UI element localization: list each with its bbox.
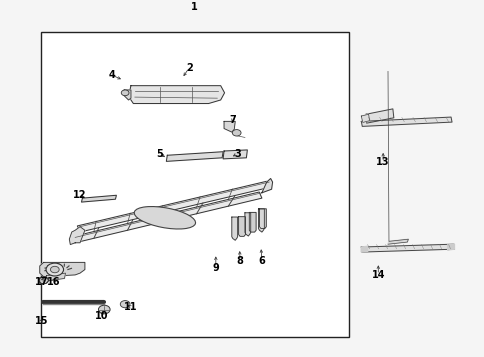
Circle shape: [39, 277, 48, 284]
Polygon shape: [223, 150, 247, 159]
Polygon shape: [387, 239, 408, 244]
Polygon shape: [261, 178, 272, 193]
Polygon shape: [124, 90, 131, 100]
Polygon shape: [447, 244, 454, 250]
Text: 10: 10: [95, 311, 108, 321]
Polygon shape: [361, 244, 454, 252]
Polygon shape: [365, 109, 393, 123]
Text: 13: 13: [376, 157, 389, 167]
Text: 7: 7: [229, 115, 236, 125]
Text: 12: 12: [73, 190, 87, 200]
Polygon shape: [224, 121, 235, 132]
Polygon shape: [361, 117, 451, 126]
Polygon shape: [361, 114, 369, 122]
Polygon shape: [231, 217, 237, 240]
Text: 14: 14: [371, 270, 384, 280]
Polygon shape: [361, 246, 367, 252]
Circle shape: [232, 130, 241, 136]
Circle shape: [46, 263, 63, 276]
Polygon shape: [244, 213, 250, 236]
Circle shape: [121, 90, 129, 96]
Polygon shape: [128, 86, 224, 104]
Text: 15: 15: [34, 316, 48, 326]
Text: 6: 6: [258, 256, 265, 266]
Polygon shape: [249, 212, 256, 232]
Text: 4: 4: [108, 70, 115, 80]
Circle shape: [50, 266, 59, 273]
Ellipse shape: [134, 207, 195, 229]
Text: 8: 8: [236, 256, 243, 266]
Bar: [41, 32, 348, 337]
Text: 17: 17: [34, 277, 48, 287]
Text: 2: 2: [185, 63, 192, 73]
Text: 9: 9: [212, 263, 219, 273]
Text: 16: 16: [46, 277, 60, 287]
Polygon shape: [238, 217, 245, 236]
Polygon shape: [69, 227, 85, 245]
Polygon shape: [46, 273, 65, 281]
Circle shape: [120, 301, 130, 308]
Polygon shape: [166, 152, 223, 161]
Polygon shape: [77, 181, 269, 232]
Text: 5: 5: [156, 149, 163, 159]
Polygon shape: [81, 195, 116, 202]
Polygon shape: [40, 262, 85, 277]
Circle shape: [98, 305, 110, 314]
Text: 3: 3: [234, 149, 241, 159]
Polygon shape: [258, 209, 264, 232]
Text: 11: 11: [124, 302, 137, 312]
Polygon shape: [72, 192, 261, 243]
Polygon shape: [259, 209, 266, 228]
Text: 1: 1: [190, 2, 197, 12]
